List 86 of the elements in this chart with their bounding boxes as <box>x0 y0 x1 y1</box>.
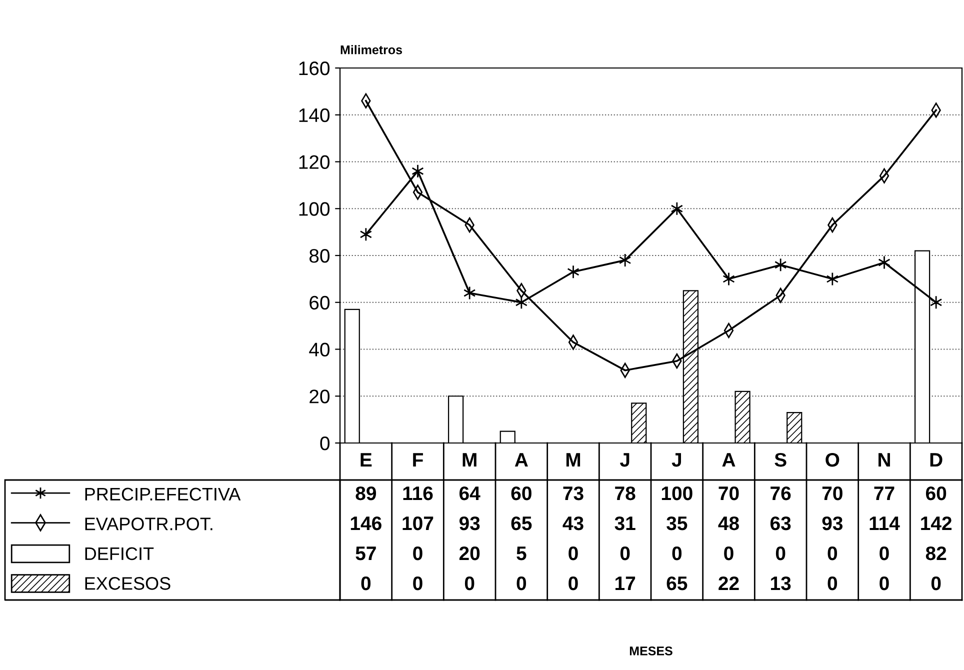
data-label: 60 <box>511 486 532 500</box>
data-label: 0 <box>620 546 630 560</box>
x-tick-label: M <box>462 453 476 467</box>
data-label: 0 <box>828 546 838 560</box>
y-tick-label: 160 <box>299 61 330 76</box>
point <box>618 253 632 268</box>
x-tick-label: M <box>566 453 580 467</box>
y-tick-label: 20 <box>310 390 330 404</box>
point <box>722 272 735 286</box>
point <box>412 164 424 178</box>
x-tick-label: D <box>930 453 942 467</box>
data-label: 0 <box>464 576 474 590</box>
data-label: 0 <box>724 546 734 560</box>
x-tick-label: N <box>878 453 890 467</box>
point <box>826 272 839 286</box>
point <box>774 258 787 272</box>
x-tick-label: O <box>826 452 840 467</box>
data-label: 100 <box>662 486 692 500</box>
data-label: 82 <box>926 546 946 560</box>
x-tick-label: A <box>514 453 528 467</box>
data-label: 48 <box>718 516 739 530</box>
data-label: 63 <box>770 516 791 530</box>
x-tick-label: J <box>620 453 630 467</box>
data-label: 0 <box>672 546 682 560</box>
text: MESES <box>630 646 672 656</box>
x-tick-label: F <box>413 453 423 467</box>
data-label: 35 <box>666 516 688 530</box>
data-label: 60 <box>926 486 946 500</box>
data-label: 0 <box>931 576 941 590</box>
data-label: 20 <box>459 546 480 560</box>
y-tick-label: 100 <box>299 202 330 216</box>
legend-label: DEFICIT <box>85 547 154 560</box>
y-tick-label: 80 <box>309 248 330 263</box>
y-axis-title: Milimetros <box>340 45 402 54</box>
data-label: 70 <box>718 486 739 500</box>
y-tick-label: 60 <box>310 296 330 310</box>
point <box>930 295 942 310</box>
data-label: 65 <box>511 516 532 530</box>
data-label: 0 <box>880 576 889 590</box>
data-label: 93 <box>822 516 843 530</box>
legend-label: EXCESOS <box>85 577 170 590</box>
data-label: 22 <box>718 576 739 590</box>
legend-label: PRECIP.EFECTIVA <box>85 488 241 501</box>
data-label: 78 <box>615 486 636 500</box>
data-label: 93 <box>459 516 480 530</box>
data-label: 64 <box>459 486 480 500</box>
data-label: 89 <box>356 486 376 500</box>
data-label: 0 <box>568 576 578 590</box>
data-label: 0 <box>413 546 422 560</box>
point <box>878 256 890 270</box>
data-label: 0 <box>776 546 786 560</box>
data-label: 73 <box>563 486 584 500</box>
data-label: 65 <box>666 576 688 590</box>
data-label: 116 <box>403 486 433 500</box>
x-tick-label: J <box>672 453 681 467</box>
data-label: 31 <box>614 516 636 530</box>
data-label: 0 <box>828 576 838 590</box>
data-label: 17 <box>615 576 636 590</box>
data-label: 13 <box>770 576 791 590</box>
x-tick-label: S <box>774 452 786 467</box>
data-label: 142 <box>921 516 952 530</box>
y-tick-label: 140 <box>299 108 330 122</box>
data-label: 77 <box>874 486 894 500</box>
data-label: 0 <box>413 576 422 590</box>
data-label: 43 <box>562 516 584 530</box>
x-tick-label: E <box>360 453 372 467</box>
data-label: 0 <box>516 576 526 590</box>
data-label: 57 <box>356 546 376 560</box>
point <box>463 286 476 300</box>
point <box>567 264 580 279</box>
data-label: 0 <box>568 546 578 560</box>
y-tick-label: 40 <box>309 342 330 356</box>
data-label: 5 <box>516 546 526 560</box>
data-label: 0 <box>361 576 371 590</box>
point <box>360 227 372 242</box>
legend-label: EVAPOTR.POT. <box>85 518 212 530</box>
data-label: 146 <box>350 516 382 530</box>
data-label: 114 <box>870 516 900 530</box>
data-label: 0 <box>880 546 889 560</box>
x-tick-label: A <box>722 453 736 467</box>
data-label: 107 <box>402 516 434 530</box>
y-tick-label: 120 <box>299 155 330 169</box>
y-tick-label: 0 <box>320 436 330 450</box>
point <box>670 202 684 216</box>
data-label: 76 <box>770 486 791 500</box>
data-label: 70 <box>822 486 842 500</box>
